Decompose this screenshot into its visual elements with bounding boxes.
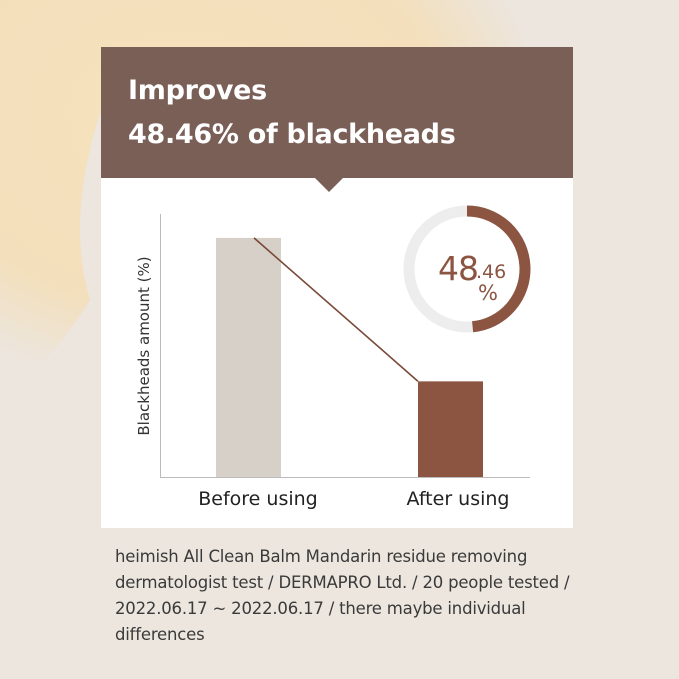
banner-pointer xyxy=(315,178,343,192)
bar-1 xyxy=(418,381,483,477)
infographic-card: Improves 48.46% of blackheads xyxy=(101,47,573,528)
donut-progress-arc xyxy=(466,205,531,333)
trend-line xyxy=(253,237,419,382)
x-tick-label-before: Before using xyxy=(198,488,317,510)
donut-value-whole: 48 xyxy=(438,249,478,288)
x-tick-label-after: After using xyxy=(407,488,510,510)
headline-banner: Improves 48.46% of blackheads xyxy=(101,47,573,178)
bar-0 xyxy=(216,237,281,477)
y-axis-label: Blackheads amount (%) xyxy=(135,256,153,435)
footnote: heimish All Clean Balm Mandarin residue … xyxy=(115,547,570,644)
donut-value-unit: % xyxy=(478,281,498,305)
headline-line-1: Improves xyxy=(128,75,267,106)
headline-line-2: 48.46% of blackheads xyxy=(128,119,456,150)
donut-value-decimal: .46 xyxy=(476,261,506,283)
